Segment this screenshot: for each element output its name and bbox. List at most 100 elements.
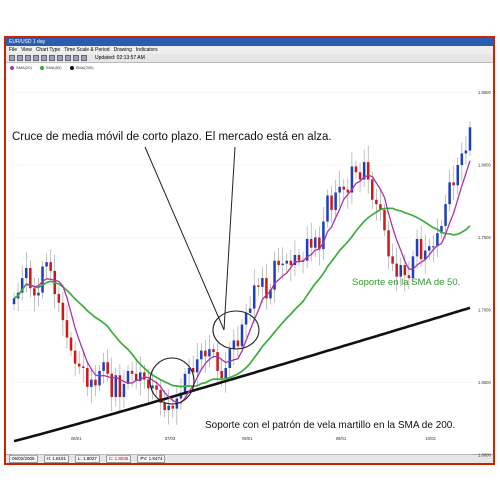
candle	[305, 226, 309, 269]
candle	[326, 189, 329, 228]
y-tick-label: 1.6000	[478, 453, 491, 458]
menu-time-scale[interactable]: Time Scale & Period	[64, 47, 110, 53]
candle	[375, 188, 378, 221]
candle	[147, 368, 150, 405]
candle	[318, 226, 321, 266]
y-tick-label: 1.8000	[478, 163, 491, 168]
legend-swatch	[39, 65, 44, 70]
menu-file[interactable]: File	[9, 47, 18, 53]
candle	[57, 286, 61, 313]
candle	[257, 277, 260, 297]
candles-layer	[12, 121, 472, 425]
print-icon[interactable]	[25, 55, 31, 61]
annotation-circle	[212, 310, 260, 350]
candle	[102, 352, 105, 384]
candle	[171, 398, 175, 418]
legend-label: SMA(20)	[16, 65, 32, 70]
candle	[362, 149, 366, 188]
candle	[33, 277, 36, 312]
candle	[73, 341, 77, 377]
status-date: 06/02/2005	[9, 455, 38, 463]
menu-drawing[interactable]: Drawing	[113, 47, 132, 53]
candle	[69, 331, 73, 357]
legend-item: SMA(20)	[10, 65, 32, 70]
candle	[309, 222, 313, 263]
candle	[440, 220, 443, 239]
candle	[208, 334, 211, 368]
candle	[94, 365, 97, 397]
legend-item: SMA(200)	[69, 65, 94, 70]
y-tick-label: 1.7500	[478, 235, 491, 240]
save-icon[interactable]	[17, 55, 23, 61]
candle	[334, 179, 337, 218]
candle	[419, 226, 423, 267]
status-low: L: 1.8027	[75, 455, 100, 463]
candle	[240, 318, 244, 353]
open-icon[interactable]	[9, 55, 15, 61]
candle	[415, 229, 419, 270]
menu-indicators[interactable]: Indicators	[135, 47, 158, 53]
candle	[427, 238, 431, 260]
candle	[285, 253, 289, 273]
candle	[301, 251, 305, 274]
annotation-pointer-line	[144, 146, 225, 331]
candle	[187, 358, 191, 387]
candle	[265, 263, 268, 310]
candle	[391, 243, 394, 272]
candle	[358, 162, 362, 193]
legend-swatch	[69, 65, 74, 70]
candle	[86, 360, 89, 397]
candle	[468, 121, 472, 157]
candle	[110, 357, 113, 412]
candle	[277, 247, 280, 273]
menu-chart-type[interactable]: Chart Type	[35, 47, 61, 53]
zoom-out-icon[interactable]	[41, 55, 47, 61]
candle	[45, 252, 48, 280]
candle	[138, 356, 142, 396]
refresh-icon[interactable]	[81, 55, 87, 61]
candle	[456, 157, 460, 195]
status-pivot: PV: 1.8474	[137, 455, 166, 463]
candle	[236, 325, 240, 358]
indicator-legend: SMA(20) SMA(50) SMA(200)	[6, 63, 493, 72]
text-tool-icon[interactable]	[65, 55, 71, 61]
candle	[460, 142, 464, 182]
candle	[379, 189, 382, 221]
candle	[314, 229, 317, 257]
sma200-line	[13, 306, 471, 443]
indicator-icon[interactable]	[73, 55, 79, 61]
updated-time: Updated: 02:13:57 AM	[95, 55, 145, 61]
candle	[338, 170, 341, 208]
candle	[289, 249, 293, 282]
candle	[224, 351, 227, 393]
y-tick-label: 1.7000	[478, 308, 491, 313]
candle	[200, 343, 203, 369]
legend-item: SMA(50)	[39, 65, 62, 70]
candle	[228, 341, 232, 378]
candle	[118, 364, 122, 414]
y-axis: 1.8500 1.8000 1.7500 1.7000 1.6500 1.6000	[478, 90, 491, 458]
status-close: C: 1.8046	[105, 455, 132, 463]
y-tick-label: 1.6500	[478, 380, 491, 385]
candle	[49, 249, 52, 279]
candle	[411, 250, 415, 284]
x-tick-label: 09/01	[336, 436, 347, 441]
candle	[371, 171, 374, 210]
crosshair-icon[interactable]	[49, 55, 55, 61]
candle	[20, 265, 24, 301]
candle	[464, 136, 468, 165]
candle	[29, 260, 32, 298]
candle	[350, 151, 354, 204]
menu-view[interactable]: View	[21, 47, 32, 53]
candle	[12, 292, 16, 310]
sma20-line	[26, 160, 471, 404]
line-tool-icon[interactable]	[57, 55, 63, 61]
legend-swatch	[10, 65, 14, 70]
candle	[61, 291, 65, 337]
candle	[16, 283, 20, 312]
zoom-in-icon[interactable]	[33, 55, 39, 61]
candle	[383, 204, 386, 237]
annotation-support-sma200: Soporte con el patrón de vela martillo e…	[205, 420, 455, 431]
candle	[395, 247, 398, 292]
